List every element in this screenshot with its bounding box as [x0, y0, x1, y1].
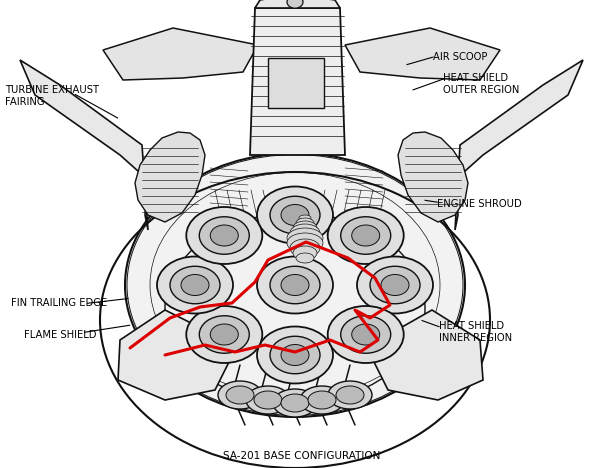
Ellipse shape	[246, 386, 290, 414]
Polygon shape	[268, 58, 324, 108]
Ellipse shape	[290, 224, 320, 242]
Ellipse shape	[257, 187, 333, 243]
Ellipse shape	[287, 233, 323, 253]
Text: AIR SCOOP: AIR SCOOP	[433, 52, 487, 62]
Ellipse shape	[328, 381, 372, 409]
Ellipse shape	[381, 275, 409, 295]
Polygon shape	[135, 132, 205, 222]
Ellipse shape	[357, 256, 433, 314]
Ellipse shape	[352, 225, 380, 246]
Text: TURBINE EXHAUST
FAIRING: TURBINE EXHAUST FAIRING	[5, 85, 99, 107]
Polygon shape	[118, 310, 230, 400]
Text: FLAME SHIELD: FLAME SHIELD	[24, 329, 96, 340]
Polygon shape	[250, 8, 345, 155]
Text: HEAT SHIELD
INNER REGION: HEAT SHIELD INNER REGION	[439, 322, 512, 343]
Ellipse shape	[296, 253, 314, 263]
Ellipse shape	[287, 228, 323, 248]
Ellipse shape	[181, 275, 209, 295]
Ellipse shape	[218, 381, 262, 409]
Ellipse shape	[281, 205, 309, 226]
Polygon shape	[345, 28, 500, 80]
Polygon shape	[20, 60, 148, 230]
Ellipse shape	[257, 327, 333, 383]
Ellipse shape	[281, 344, 309, 366]
Ellipse shape	[186, 306, 262, 363]
Ellipse shape	[157, 256, 233, 314]
Ellipse shape	[327, 306, 404, 363]
Ellipse shape	[336, 386, 364, 404]
Ellipse shape	[273, 389, 317, 417]
Text: SA-201 BASE CONFIGURATION: SA-201 BASE CONFIGURATION	[223, 451, 380, 461]
Ellipse shape	[300, 386, 344, 414]
Ellipse shape	[254, 391, 282, 409]
Ellipse shape	[210, 225, 238, 246]
Ellipse shape	[296, 218, 314, 228]
Ellipse shape	[281, 275, 309, 295]
Ellipse shape	[210, 324, 238, 345]
Ellipse shape	[293, 221, 317, 235]
Polygon shape	[103, 28, 258, 80]
Ellipse shape	[226, 386, 254, 404]
Polygon shape	[373, 310, 483, 400]
Polygon shape	[398, 132, 468, 222]
Ellipse shape	[270, 266, 320, 304]
Ellipse shape	[270, 196, 320, 234]
Ellipse shape	[199, 217, 249, 254]
Ellipse shape	[352, 324, 380, 345]
Ellipse shape	[293, 246, 317, 260]
Ellipse shape	[308, 391, 336, 409]
Polygon shape	[255, 0, 340, 8]
Ellipse shape	[341, 316, 391, 353]
Ellipse shape	[327, 207, 404, 264]
Text: ENGINE SHROUD: ENGINE SHROUD	[437, 198, 522, 209]
Ellipse shape	[186, 207, 262, 264]
Ellipse shape	[199, 316, 249, 353]
Ellipse shape	[281, 394, 309, 412]
Ellipse shape	[170, 266, 220, 304]
Ellipse shape	[257, 256, 333, 314]
Ellipse shape	[290, 239, 320, 257]
Circle shape	[125, 153, 465, 417]
Ellipse shape	[299, 215, 311, 221]
Ellipse shape	[370, 266, 420, 304]
Text: HEAT SHIELD
OUTER REGION: HEAT SHIELD OUTER REGION	[443, 73, 520, 95]
Ellipse shape	[270, 336, 320, 374]
Circle shape	[287, 0, 303, 8]
Ellipse shape	[341, 217, 391, 254]
Polygon shape	[455, 60, 583, 230]
Text: FIN TRAILING EDGE: FIN TRAILING EDGE	[11, 298, 107, 308]
